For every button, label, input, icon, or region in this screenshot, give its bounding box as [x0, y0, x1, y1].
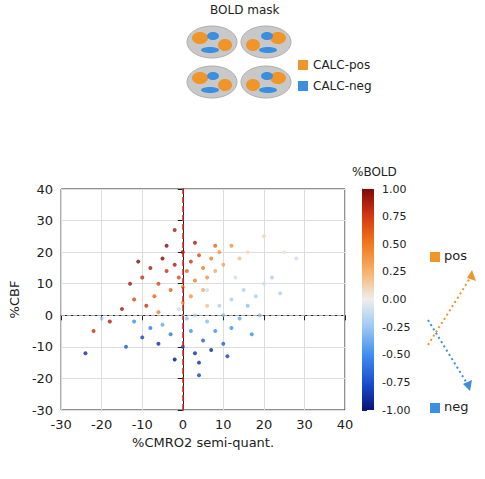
svg-text:10: 10	[37, 276, 54, 291]
svg-text:1.00: 1.00	[382, 183, 407, 196]
svg-text:10: 10	[215, 417, 232, 432]
svg-text:0: 0	[45, 308, 53, 323]
svg-text:CALC-neg: CALC-neg	[313, 79, 372, 93]
svg-text:0.75: 0.75	[382, 210, 407, 223]
svg-text:%CBF: %CBF	[7, 281, 22, 319]
svg-text:0.25: 0.25	[382, 265, 407, 278]
svg-text:BOLD mask: BOLD mask	[210, 3, 280, 17]
svg-text:-30: -30	[32, 403, 53, 418]
svg-text:neg: neg	[444, 399, 469, 414]
svg-text:-1.00: -1.00	[382, 404, 410, 417]
svg-text:20: 20	[256, 417, 273, 432]
svg-text:0.00: 0.00	[382, 293, 407, 306]
svg-text:0.50: 0.50	[382, 238, 407, 251]
svg-text:%BOLD: %BOLD	[352, 165, 397, 179]
svg-text:-30: -30	[51, 417, 72, 432]
svg-text:-0.50: -0.50	[382, 348, 410, 361]
svg-text:40: 40	[337, 417, 354, 432]
svg-text:30: 30	[296, 417, 313, 432]
svg-text:30: 30	[37, 213, 54, 228]
svg-text:-10: -10	[132, 417, 153, 432]
svg-text:-0.25: -0.25	[382, 321, 410, 334]
svg-text:-0.75: -0.75	[382, 376, 410, 389]
svg-text:-10: -10	[32, 339, 53, 354]
svg-text:20: 20	[37, 245, 54, 260]
svg-text:40: 40	[37, 182, 54, 197]
svg-text:%CMRO2 semi-quant.: %CMRO2 semi-quant.	[132, 435, 274, 450]
svg-text:-20: -20	[91, 417, 112, 432]
svg-text:pos: pos	[444, 248, 467, 263]
svg-text:-20: -20	[32, 371, 53, 386]
svg-text:CALC-pos: CALC-pos	[313, 58, 370, 72]
svg-text:0: 0	[179, 417, 187, 432]
